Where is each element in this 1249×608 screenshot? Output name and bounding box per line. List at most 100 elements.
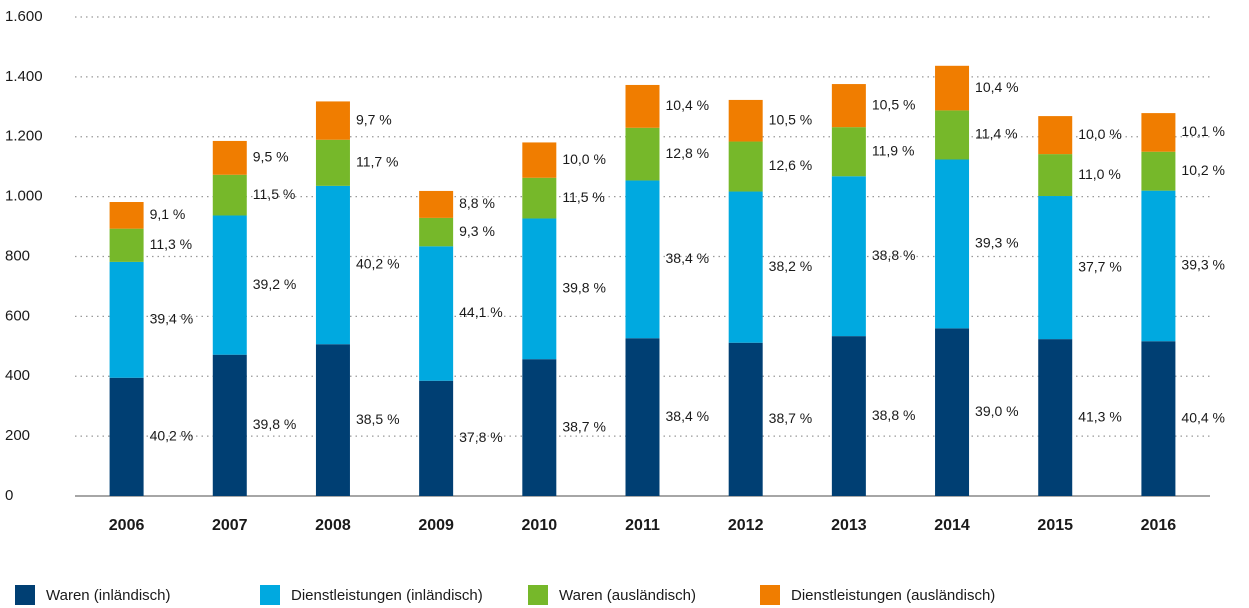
bar-segment (625, 180, 660, 339)
y-tick-label: 800 (5, 247, 30, 264)
bar-segment (728, 99, 763, 142)
data-label: 10,5 % (872, 96, 916, 112)
data-label: 11,0 % (1078, 166, 1121, 182)
x-tick-label: 2014 (934, 517, 970, 534)
bar-segment (109, 377, 144, 496)
x-tick-label: 2007 (212, 517, 248, 534)
data-label: 38,4 % (666, 250, 710, 266)
data-label: 8,8 % (459, 195, 495, 211)
y-tick-label: 200 (5, 427, 30, 444)
bar-segment (212, 215, 247, 355)
data-label: 11,5 % (562, 189, 605, 205)
y-tick-label: 0 (5, 487, 13, 504)
data-label: 38,2 % (769, 258, 813, 274)
bar-segment (212, 174, 247, 216)
bar-segment (625, 84, 660, 128)
y-tick-label: 1.600 (5, 8, 43, 25)
bar-segment (728, 191, 763, 343)
data-label: 37,7 % (1078, 258, 1122, 274)
y-tick-label: 1.200 (5, 128, 43, 145)
legend-swatch (260, 585, 280, 605)
data-label: 12,8 % (666, 145, 710, 161)
bar-segment (1141, 113, 1176, 152)
data-label: 11,3 % (150, 236, 193, 252)
data-label: 39,8 % (562, 280, 606, 296)
bar-segment (1141, 341, 1176, 496)
bar-segment (625, 338, 660, 496)
data-label: 38,7 % (562, 418, 606, 434)
data-label: 11,5 % (253, 186, 296, 202)
legend-swatch (760, 585, 780, 605)
data-label: 12,6 % (769, 157, 813, 173)
data-label: 9,1 % (150, 206, 186, 222)
data-label: 38,4 % (666, 408, 710, 424)
bar-segment (935, 110, 970, 160)
data-label: 11,4 % (975, 126, 1018, 142)
data-label: 11,7 % (356, 153, 399, 169)
bar-segment (109, 261, 144, 378)
data-label: 38,5 % (356, 411, 400, 427)
bar-segment (522, 142, 557, 178)
legend-label: Waren (ausländisch) (559, 587, 696, 604)
data-label: 10,5 % (769, 111, 813, 127)
data-label: 10,0 % (1078, 126, 1122, 142)
legend-label: Waren (inländisch) (46, 587, 171, 604)
bar-segment (315, 101, 350, 140)
y-tick-label: 1.400 (5, 68, 43, 85)
bar-segment (831, 84, 866, 128)
bar-segment (315, 185, 350, 345)
bar-segment (728, 141, 763, 192)
bar-segment (419, 246, 454, 381)
legend-label: Dienstleistungen (inländisch) (291, 587, 483, 604)
data-label: 40,2 % (356, 256, 400, 272)
bar-segment (1141, 190, 1176, 342)
y-tick-label: 600 (5, 307, 30, 324)
x-tick-label: 2009 (418, 517, 454, 534)
data-label: 39,8 % (253, 416, 297, 432)
bar-segment (419, 217, 454, 247)
data-label: 10,2 % (1181, 162, 1225, 178)
x-tick-label: 2016 (1141, 517, 1177, 534)
data-label: 41,3 % (1078, 408, 1122, 424)
bar-segment (109, 228, 144, 262)
x-tick-label: 2006 (109, 517, 145, 534)
x-tick-label: 2008 (315, 517, 351, 534)
data-label: 39,0 % (975, 403, 1019, 419)
data-label: 39,2 % (253, 276, 297, 292)
bar-segment (315, 344, 350, 496)
bar-segment (212, 354, 247, 496)
data-label: 38,7 % (769, 410, 813, 426)
data-label: 10,4 % (666, 97, 710, 113)
bar-segment (315, 139, 350, 186)
bar-segment (109, 202, 144, 229)
bar-segment (831, 176, 866, 337)
x-tick-label: 2011 (625, 517, 660, 534)
x-tick-label: 2013 (831, 517, 867, 534)
bar-segment (935, 65, 970, 111)
bar-segment (1038, 196, 1073, 340)
x-tick-label: 2015 (1037, 517, 1073, 534)
data-label: 40,2 % (150, 428, 194, 444)
bar-segment (625, 127, 660, 181)
data-label: 37,8 % (459, 429, 503, 445)
y-tick-label: 1.000 (5, 188, 43, 205)
legend-label: Dienstleistungen (ausländisch) (791, 587, 995, 604)
bar-segment (522, 177, 557, 219)
bar-segment (1038, 339, 1073, 496)
bar-segment (419, 190, 454, 218)
bar-segment (522, 359, 557, 496)
data-label: 44,1 % (459, 304, 503, 320)
bar-segment (522, 218, 557, 360)
data-label: 39,3 % (1181, 257, 1225, 273)
bar-segment (935, 159, 970, 329)
bar-segment (935, 328, 970, 496)
data-label: 40,4 % (1181, 409, 1225, 425)
bar-segment (419, 380, 454, 496)
bar-segment (1038, 116, 1073, 155)
data-label: 10,4 % (975, 79, 1019, 95)
data-label: 39,3 % (975, 235, 1019, 251)
data-label: 38,8 % (872, 247, 916, 263)
bar-segment (831, 336, 866, 496)
bar-segment (831, 127, 866, 177)
